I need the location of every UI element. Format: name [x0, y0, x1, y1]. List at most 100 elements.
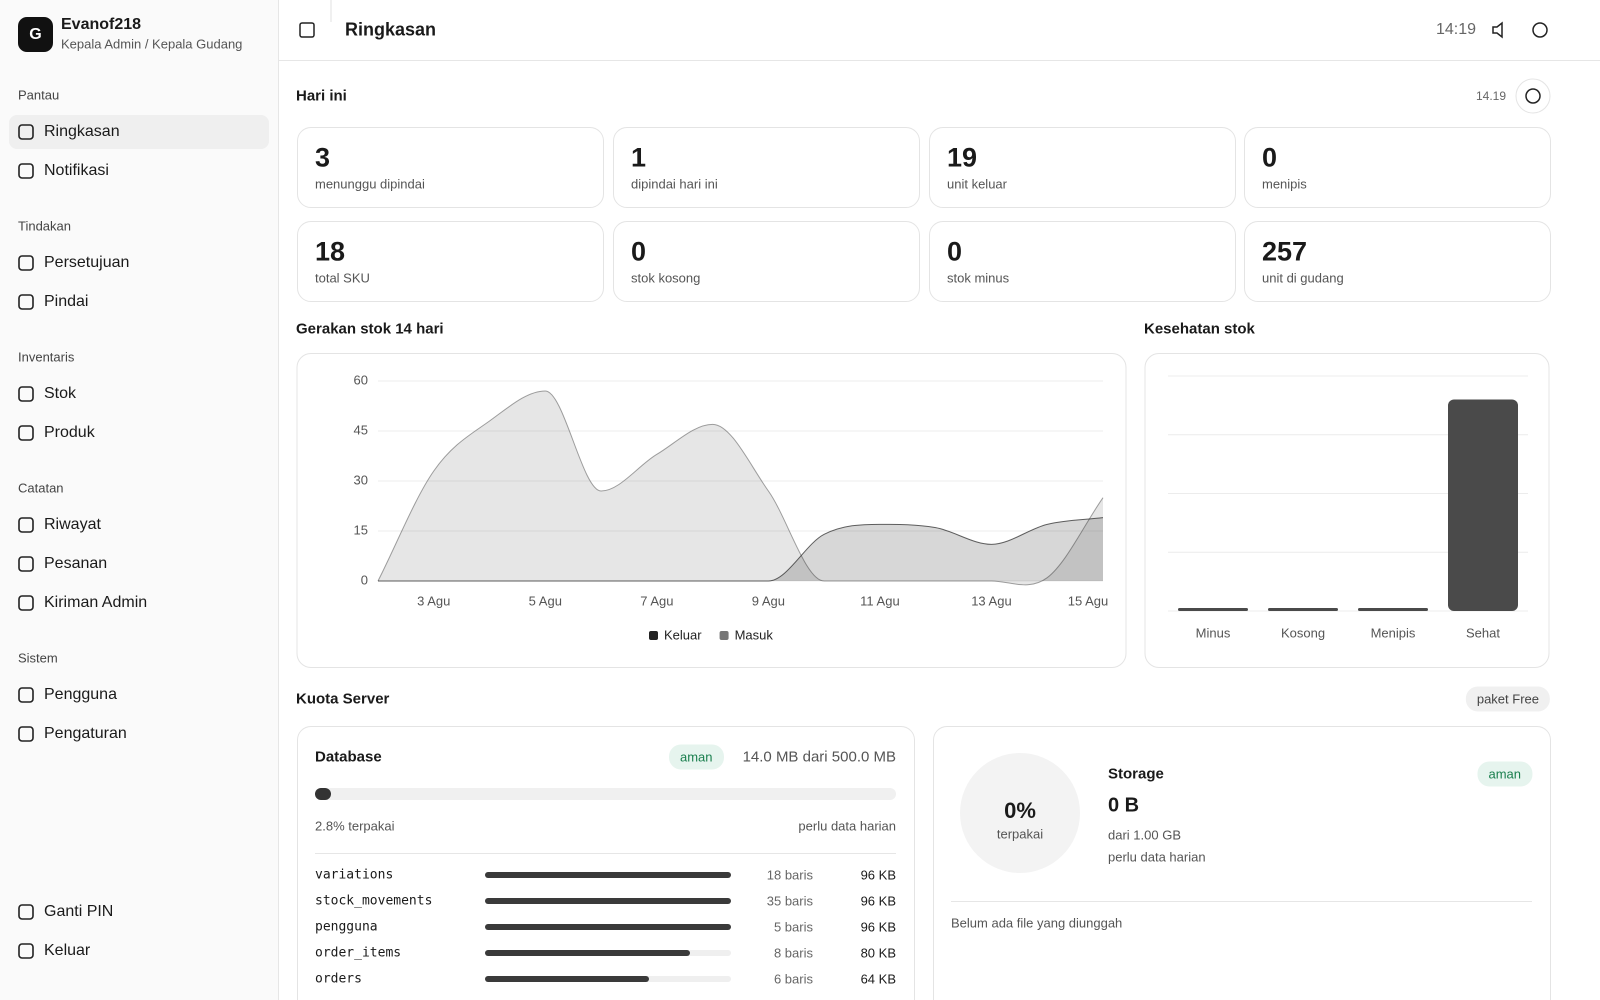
chart-title: Kesehatan stok	[1144, 320, 1255, 338]
nav-item[interactable]: Ringkasan	[44, 123, 120, 140]
x-tick-label: 9 Agu	[752, 593, 785, 608]
stat-value: 19	[947, 142, 978, 173]
empty-message: Belum ada file yang diunggah	[951, 915, 1123, 931]
stat-card	[929, 127, 1236, 208]
row-count: 35 baris	[766, 893, 813, 909]
legend-swatch	[649, 631, 658, 640]
line	[377, 390, 1104, 586]
bar	[1178, 608, 1248, 611]
nav-group-title: Tindakan	[18, 218, 71, 234]
nav-item[interactable]: Pengaturan	[44, 725, 127, 742]
status-badge: aman	[669, 744, 724, 770]
x-tick-label: 7 Agu	[640, 593, 673, 608]
stat-label: menunggu dipindai	[315, 176, 425, 192]
table-name: pengguna	[315, 919, 378, 935]
nav-item[interactable]: Pesanan	[44, 555, 108, 572]
table-size: 96 KB	[860, 893, 896, 909]
legend-label: Masuk	[735, 627, 774, 642]
area	[378, 517, 1103, 581]
nav-item[interactable]: Notifikasi	[44, 162, 109, 179]
legend-label: Keluar	[664, 627, 702, 642]
section-title: Hari ini	[296, 87, 347, 105]
area	[378, 391, 1103, 585]
page-title: Ringkasan	[345, 19, 437, 40]
status-badge: aman	[1477, 761, 1532, 787]
row-count: 18 baris	[766, 867, 813, 883]
usage-ring	[960, 753, 1080, 873]
stat-label: unit keluar	[947, 176, 1007, 192]
nav-active	[9, 115, 269, 149]
nav-item[interactable]: Produk	[44, 424, 95, 441]
progress-fill	[315, 788, 332, 800]
x-tick-label: 5 Agu	[529, 593, 562, 608]
table-name: orders	[315, 971, 362, 987]
card-title: Database	[315, 748, 382, 766]
x-tick-label: Sehat	[1466, 625, 1500, 640]
y-tick-label: 15	[354, 522, 368, 537]
size-bar	[485, 950, 690, 956]
x-tick-label: Menipis	[1371, 625, 1416, 640]
bar	[1358, 608, 1428, 611]
size-bar	[485, 898, 731, 904]
card-title: Storage	[1108, 765, 1164, 783]
nav-item[interactable]: Ganti PIN	[44, 903, 114, 920]
table-name: variations	[315, 867, 394, 883]
stat-value: 1	[631, 142, 647, 173]
x-tick-label: 15 Agu	[1068, 593, 1109, 608]
x-tick-label: 3 Agu	[417, 593, 450, 608]
table-size: 96 KB	[860, 919, 896, 935]
bar	[1268, 608, 1338, 611]
stat-value: 0	[631, 236, 647, 267]
storage-percent: 0%	[1004, 798, 1036, 823]
stat-card	[1244, 221, 1551, 302]
storage-note: perlu data harian	[1108, 849, 1206, 865]
header-border	[279, 60, 1600, 61]
refresh-time: 14.19	[1475, 89, 1506, 103]
refresh-icon	[1525, 88, 1541, 104]
nav-item[interactable]: Pengguna	[44, 686, 117, 703]
stat-label: menipis	[1262, 176, 1307, 192]
nav-item[interactable]: Stok	[44, 385, 77, 402]
sidebar	[0, 0, 279, 1000]
size-bar	[485, 976, 649, 982]
usage: 14.0 MB dari 500.0 MB	[742, 748, 896, 766]
x-tick-label: 13 Agu	[971, 593, 1012, 608]
separator	[315, 853, 896, 854]
nav-group-title: Catatan	[18, 480, 64, 496]
x-tick-label: Minus	[1196, 625, 1231, 640]
nav-group-title: Pantau	[18, 87, 60, 103]
storage-capacity: dari 1.00 GB	[1108, 827, 1181, 843]
avatar: G	[18, 17, 53, 52]
sidebar-toggle	[299, 22, 315, 38]
row-count: 6 baris	[773, 971, 813, 987]
table-size: 64 KB	[860, 971, 896, 987]
sound-button	[1492, 21, 1503, 39]
y-tick-label: 0	[361, 572, 368, 587]
nav-item[interactable]: Kiriman Admin	[44, 594, 148, 611]
chart-title: Gerakan stok 14 hari	[296, 320, 444, 338]
stat-card	[929, 221, 1236, 302]
table-size: 96 KB	[860, 867, 896, 883]
stat-label: unit di gudang	[1262, 270, 1344, 286]
nav-item[interactable]: Pindai	[44, 293, 89, 310]
stat-label: total SKU	[315, 270, 370, 286]
nav-item[interactable]: Riwayat	[44, 516, 101, 533]
stat-value: 0	[1262, 142, 1278, 173]
section-title: Kuota Server	[296, 690, 390, 708]
table-size: 80 KB	[860, 945, 896, 961]
table-name: stock_movements	[315, 893, 433, 909]
separator	[951, 901, 1532, 902]
nav-item[interactable]: Keluar	[44, 942, 91, 959]
chart-card	[1144, 353, 1550, 668]
y-tick-label: 60	[354, 372, 368, 387]
stat-card	[297, 221, 604, 302]
nav-item[interactable]: Persetujuan	[44, 254, 130, 271]
stat-card	[613, 221, 920, 302]
stat-label: stok kosong	[631, 270, 701, 286]
stat-value: 18	[315, 236, 346, 267]
stat-value: 0	[947, 236, 963, 267]
stat-card	[1244, 127, 1551, 208]
row-count: 8 baris	[773, 945, 813, 961]
stat-value: 3	[315, 142, 331, 173]
